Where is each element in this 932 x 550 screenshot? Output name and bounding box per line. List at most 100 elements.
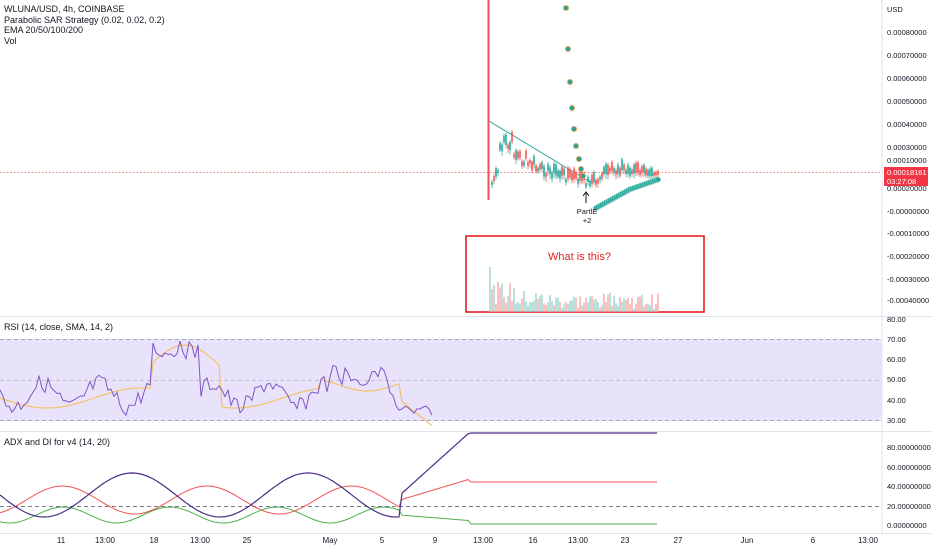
volume-bar	[643, 306, 645, 312]
adx-tick: 0.00000000	[887, 521, 927, 530]
rsi-tick: 80.00	[887, 315, 906, 324]
sar-dot	[573, 142, 580, 149]
volume-bar	[645, 304, 647, 312]
candle-body	[547, 163, 549, 171]
time-tick: 16	[528, 536, 538, 545]
candle-body	[495, 168, 497, 177]
candle-body	[571, 173, 573, 181]
bar-countdown: 03:27:08	[887, 177, 917, 186]
volume-bar	[493, 284, 495, 312]
time-tick: May	[322, 536, 338, 545]
sar-dot	[565, 46, 572, 53]
candle-body	[551, 172, 553, 179]
currency-label: USD	[887, 5, 903, 14]
volume-bar	[549, 295, 551, 312]
volume-bar	[583, 302, 585, 312]
volume-bar	[601, 305, 603, 312]
volume-bar	[619, 296, 621, 312]
adx-tick: 60.00000000	[887, 463, 931, 472]
candle-body	[655, 172, 657, 176]
candle-body	[641, 166, 643, 173]
trendline[interactable]	[488, 120, 591, 183]
volume-bar	[527, 305, 529, 312]
volume-bar	[599, 307, 601, 312]
candle-body	[505, 134, 507, 145]
volume-bar	[593, 299, 595, 312]
time-tick: 13:00	[189, 536, 211, 545]
candle-body	[527, 161, 529, 166]
candle-body	[517, 151, 519, 159]
legend-vol[interactable]: Vol	[4, 35, 17, 46]
volume-bar	[611, 305, 613, 312]
time-tick: 13:00	[857, 536, 879, 545]
volume-bar	[573, 296, 575, 312]
adx-tick: 20.00000000	[887, 502, 931, 511]
volume-bar	[575, 297, 577, 312]
candle-body	[631, 169, 633, 174]
volume-bar	[567, 303, 569, 312]
volume-bar	[589, 296, 591, 312]
volume-bar	[499, 287, 501, 312]
candle-body	[601, 172, 603, 179]
annotation-text[interactable]: What is this?	[548, 251, 611, 263]
sar-dot	[655, 176, 661, 183]
candle-body	[507, 144, 509, 149]
legend-symbol[interactable]: WLUNA/USD, 4h, COINBASE	[4, 4, 125, 14]
volume-bar	[529, 302, 531, 312]
candle-body	[597, 179, 599, 184]
candles-layer	[491, 129, 659, 190]
volume-bar	[551, 301, 553, 312]
candle-body	[565, 178, 567, 183]
volume-bar	[533, 300, 535, 312]
candle-body	[625, 169, 627, 174]
candle-body	[619, 167, 621, 176]
volume-bar	[607, 294, 609, 312]
candle-body	[493, 176, 495, 181]
last-price-value: 0.00018161	[887, 168, 927, 177]
candle-body	[523, 161, 525, 166]
rsi-ma-line	[0, 344, 433, 427]
volume-bar	[649, 305, 651, 312]
candle-body	[499, 143, 501, 150]
volume-bar	[657, 293, 659, 312]
volume-bar	[615, 303, 617, 312]
sar-dot	[578, 165, 585, 172]
candle-body	[491, 181, 493, 185]
candle-body	[599, 176, 601, 181]
annotation-box[interactable]	[465, 235, 705, 313]
volume-bar	[637, 296, 639, 312]
rsi-label[interactable]: RSI (14, close, SMA, 14, 2)	[4, 322, 114, 332]
candle-body	[589, 180, 591, 187]
volume-bar	[651, 294, 653, 312]
candle-body	[595, 179, 597, 185]
volume-bar	[513, 288, 515, 312]
volume-bar	[501, 283, 503, 312]
volume-bar	[613, 295, 615, 312]
sar-dots-top	[563, 5, 587, 179]
volume-bar	[561, 307, 563, 312]
volume-bar	[519, 303, 521, 312]
adx-label[interactable]: ADX and DI for v4 (14, 20)	[4, 437, 111, 447]
candle-body	[635, 162, 637, 173]
candle-body	[513, 153, 515, 158]
rsi-band	[0, 339, 882, 421]
candle-body	[509, 141, 511, 151]
volume-bar	[629, 304, 631, 312]
candle-body	[647, 170, 649, 176]
di-minus-line	[0, 479, 657, 515]
candle-body	[637, 162, 639, 173]
legend-strategy[interactable]: Parabolic SAR Strategy (0.02, 0.02, 0.2)	[4, 14, 165, 25]
time-tick: Jun	[740, 536, 754, 545]
candle-body	[563, 168, 565, 176]
price-tick: -0.00030000	[887, 275, 930, 284]
candle-body	[643, 164, 645, 173]
time-tick: 13:00	[94, 536, 116, 545]
volume-bar	[507, 295, 509, 312]
volume-bar	[543, 303, 545, 312]
price-tick: -0.00020000	[887, 252, 930, 261]
sar-dot	[569, 105, 576, 112]
volume-bar	[585, 297, 587, 312]
legend-ema[interactable]: EMA 20/50/100/200	[4, 25, 84, 35]
